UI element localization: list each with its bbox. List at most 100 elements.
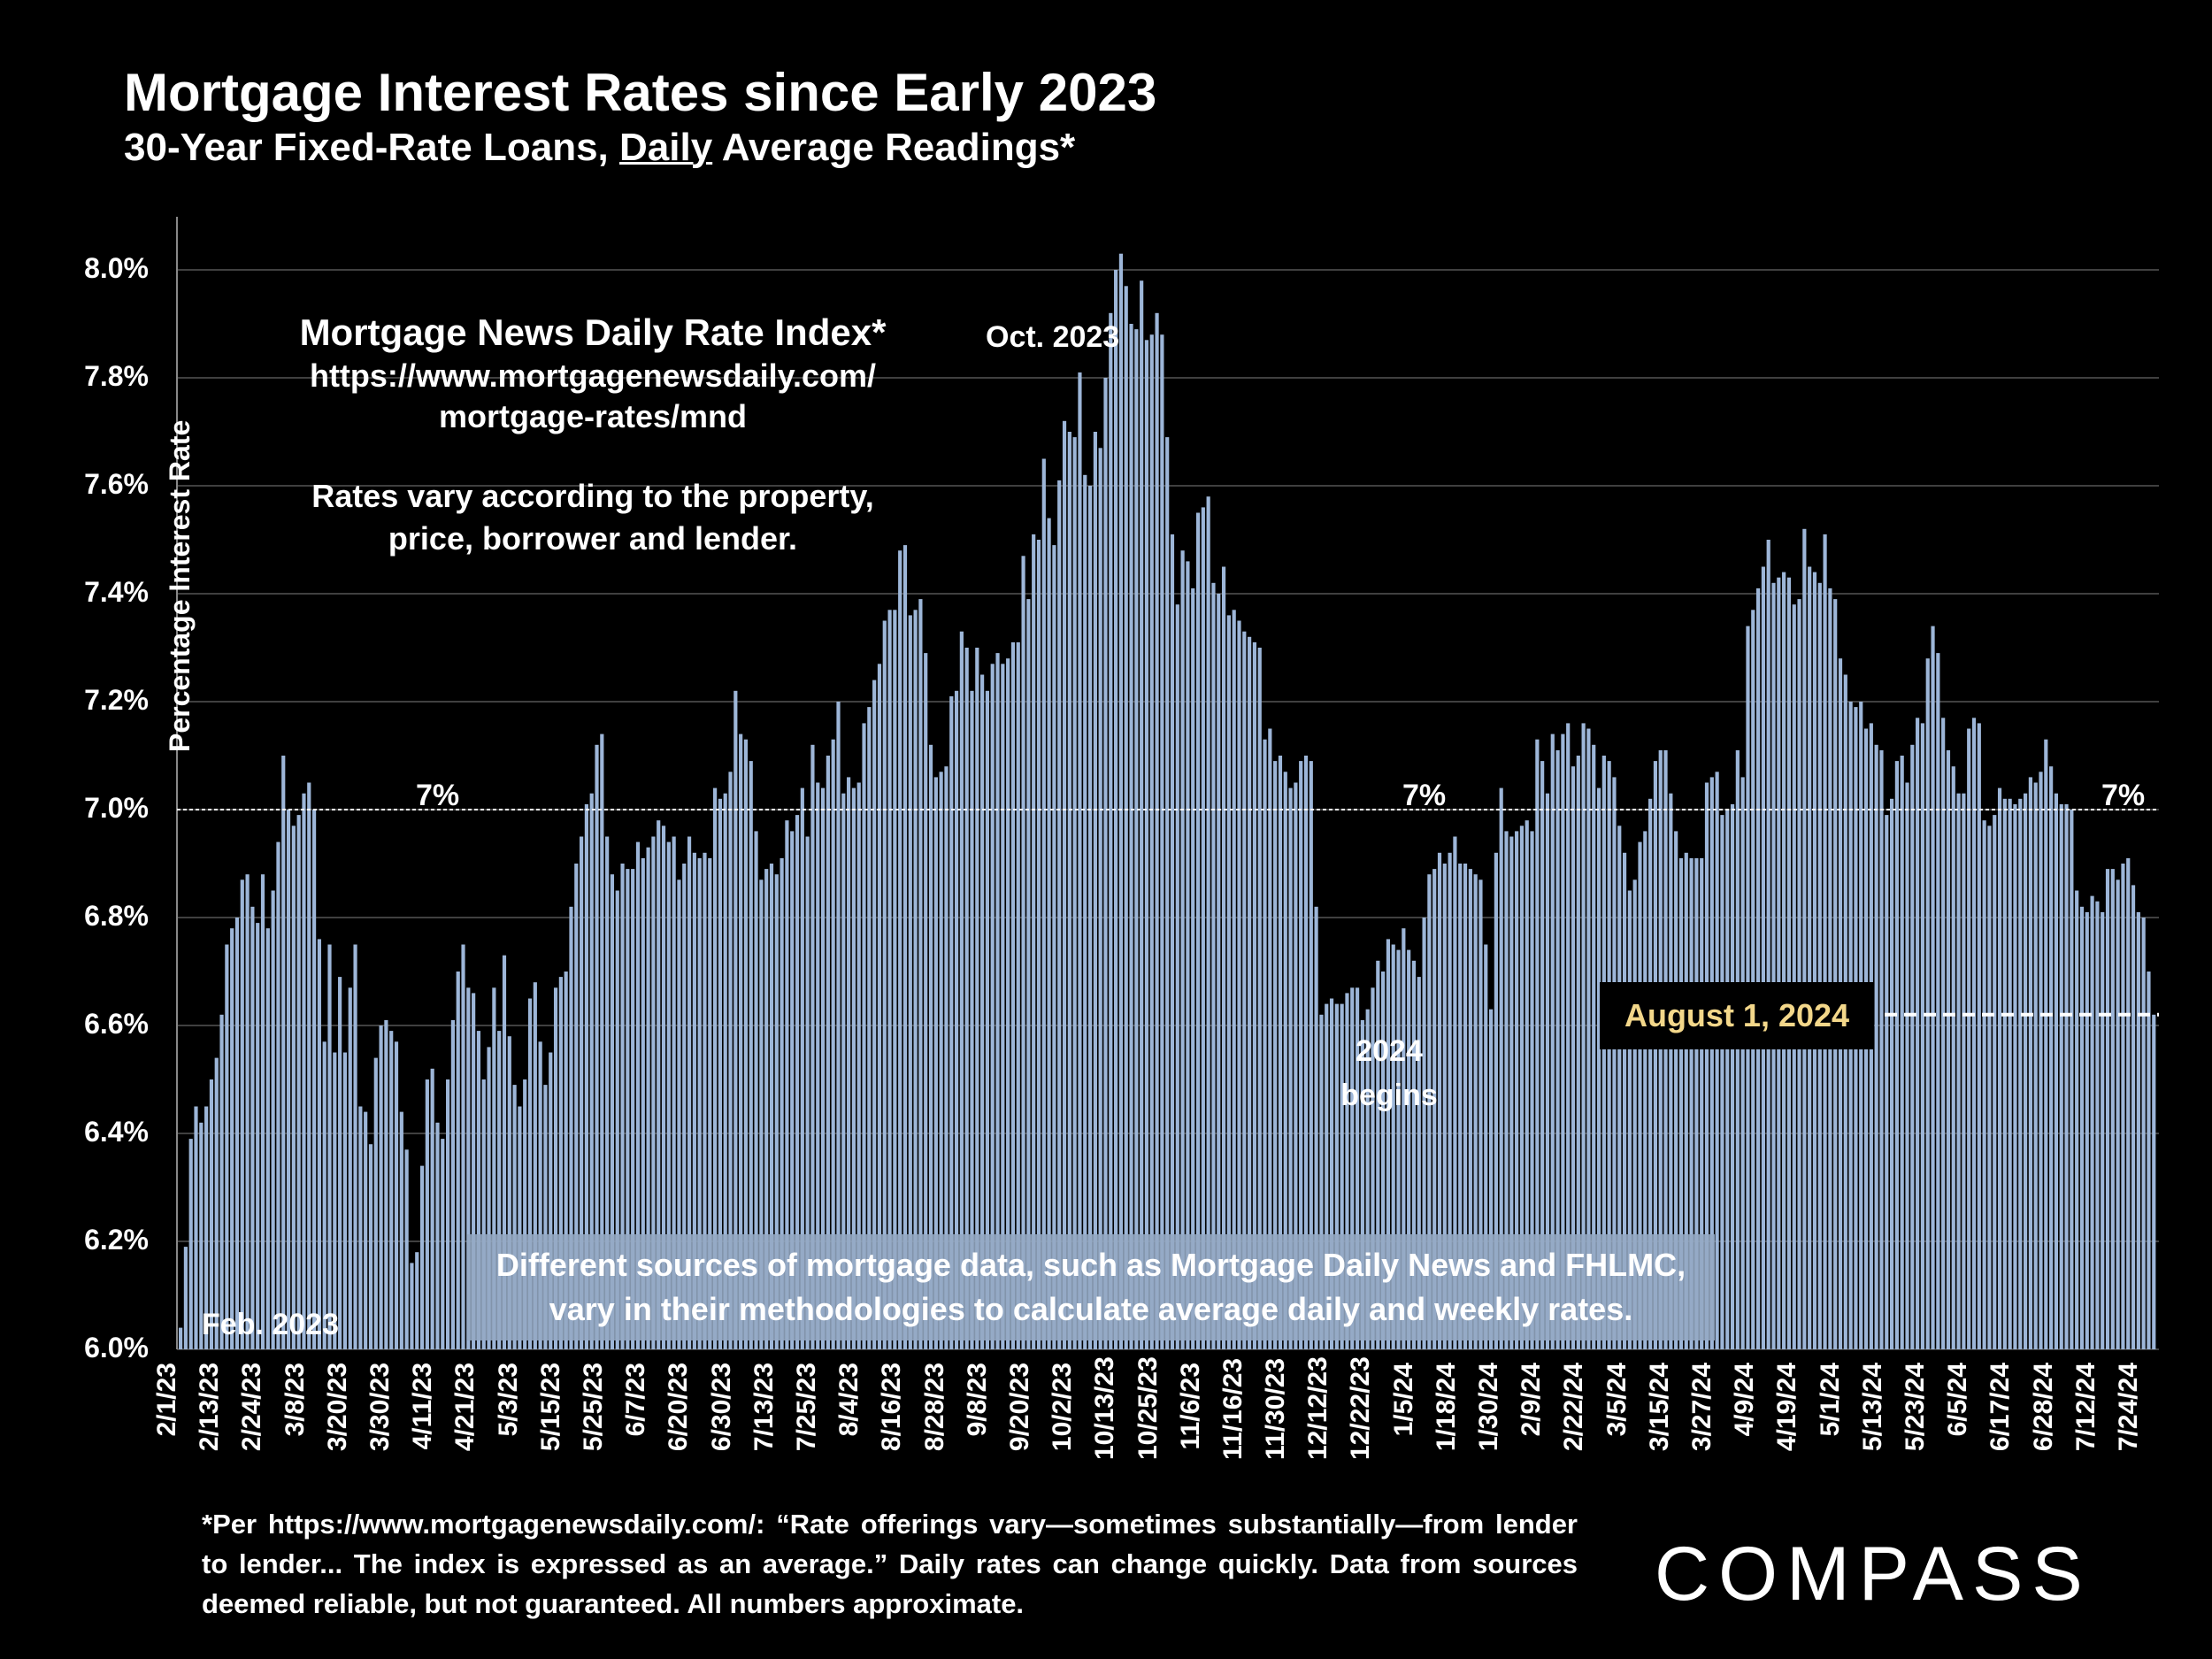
rate-bar	[1515, 831, 1519, 1349]
rate-bar	[271, 890, 275, 1349]
rate-bar	[307, 782, 311, 1349]
rate-bar	[939, 772, 943, 1349]
rate-bar	[1997, 787, 2002, 1349]
rate-bar	[990, 664, 995, 1349]
rate-bar	[1592, 744, 1596, 1349]
rate-bar	[826, 756, 830, 1349]
rate-bar	[1967, 728, 1971, 1349]
rate-bar	[481, 1079, 486, 1349]
rate-bar	[620, 864, 625, 1349]
rate-bar	[1828, 588, 1832, 1349]
rate-bar	[1550, 733, 1555, 1349]
x-tick-label: 3/8/23	[280, 1363, 310, 1437]
rate-bar	[419, 1165, 425, 1349]
rate-bar	[1299, 761, 1303, 1349]
rate-bar	[1078, 372, 1082, 1349]
rate-bar	[1612, 777, 1617, 1349]
rate-bar	[1894, 761, 1899, 1349]
oct-2023-label: Oct. 2023	[986, 320, 1120, 354]
rate-bar	[1925, 658, 1930, 1349]
rate-bar	[2152, 1014, 2156, 1349]
rate-bar	[1889, 798, 1894, 1349]
rate-bar	[1186, 561, 1190, 1349]
rate-bar	[1643, 831, 1647, 1349]
rate-bar	[492, 987, 496, 1349]
rate-bar	[1257, 648, 1262, 1349]
rate-bar	[558, 977, 563, 1349]
x-tick-label: 6/5/24	[1943, 1363, 1973, 1437]
rate-bar	[1191, 588, 1195, 1349]
rate-bar	[882, 620, 887, 1349]
chart-title: Mortgage Interest Rates since Early 2023	[124, 63, 1157, 122]
rate-bar	[379, 1025, 383, 1349]
rate-bar	[1144, 340, 1149, 1349]
rate-bar	[1319, 1014, 1324, 1349]
x-tick-label: 7/24/24	[2114, 1363, 2143, 1452]
rate-bar	[1340, 1003, 1344, 1349]
rate-bar	[441, 1139, 445, 1349]
rate-bar	[1581, 723, 1586, 1349]
rate-bar	[225, 944, 229, 1349]
x-tick-label: 4/19/24	[1772, 1363, 1802, 1452]
rate-bar	[317, 939, 321, 1349]
rate-bar	[692, 852, 696, 1349]
rate-bar	[980, 674, 985, 1349]
rate-bar	[1371, 987, 1375, 1349]
rate-bar	[677, 879, 681, 1349]
rate-bar	[1458, 864, 1463, 1349]
rate-bar	[1067, 432, 1071, 1349]
footnote: *Per https://www.mortgagenewsdaily.com/:…	[202, 1509, 1578, 1619]
x-tick-label: 9/8/23	[962, 1363, 992, 1437]
y-tick-label: 7.2%	[84, 684, 149, 716]
rate-bar	[795, 815, 800, 1349]
rate-bar	[533, 982, 537, 1349]
rate-bar	[1704, 782, 1709, 1349]
rate-bar	[1812, 572, 1817, 1349]
rate-bar	[1576, 756, 1580, 1349]
rate-bar	[1766, 540, 1770, 1349]
y-tick-label: 7.0%	[84, 792, 149, 824]
source-url-line1[interactable]: https://www.mortgagenewsdaily.com/	[309, 357, 877, 394]
x-tick-label: 3/5/24	[1601, 1363, 1632, 1437]
rate-bar	[1160, 334, 1164, 1350]
rate-bar	[1365, 1009, 1370, 1349]
rate-bar	[1694, 857, 1699, 1349]
x-tick-label: 4/11/23	[408, 1363, 438, 1450]
rate-bar	[219, 1014, 224, 1349]
rate-bar	[1329, 998, 1334, 1349]
rate-bar	[230, 928, 234, 1349]
rate-bar	[2044, 739, 2048, 1349]
rate-bar	[2121, 864, 2125, 1349]
rate-bar	[800, 787, 804, 1349]
rate-bar	[1874, 744, 1878, 1349]
x-tick-label: 2/9/24	[1517, 1363, 1547, 1437]
source-url-line2[interactable]: mortgage-rates/mnd	[438, 398, 748, 434]
x-tick-label: 5/3/23	[493, 1363, 523, 1437]
year-2024-begins-label: 2024 begins	[1340, 1034, 1438, 1112]
x-tick-label: 6/28/24	[2028, 1363, 2058, 1452]
rate-bar	[2024, 793, 2028, 1349]
rate-bar	[245, 874, 250, 1349]
rate-bar	[1601, 756, 1606, 1349]
x-tick-label: 5/15/23	[535, 1363, 565, 1452]
rate-bar	[933, 777, 938, 1349]
rate-bar	[913, 610, 918, 1349]
rate-bar	[1638, 841, 1642, 1349]
rate-bar	[733, 690, 738, 1349]
x-tick-label: 4/9/24	[1730, 1363, 1760, 1437]
x-tick-label: 11/6/23	[1175, 1363, 1205, 1450]
rate-bar	[2141, 918, 2146, 1349]
rate-bar	[1823, 534, 1827, 1349]
rate-bar	[1535, 739, 1540, 1349]
rate-bar	[1561, 733, 1565, 1349]
rate-bar	[1180, 550, 1185, 1349]
methodology-note-box: Different sources of mortgage data, such…	[467, 1234, 1715, 1340]
rate-bar	[928, 744, 933, 1349]
rate-bar	[1555, 749, 1560, 1349]
rate-bar	[1021, 556, 1025, 1349]
rate-bar	[924, 653, 928, 1349]
rate-bar	[1977, 723, 1981, 1349]
rate-bar	[580, 836, 584, 1349]
rate-bar	[2090, 895, 2094, 1349]
rate-bar	[672, 836, 676, 1349]
